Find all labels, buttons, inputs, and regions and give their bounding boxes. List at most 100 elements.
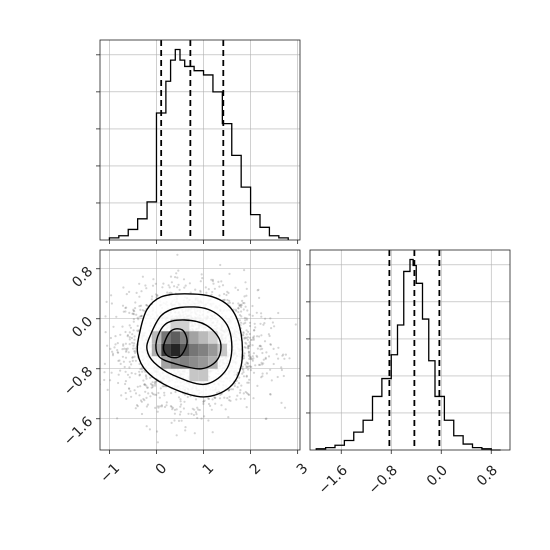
scatter-point bbox=[247, 347, 250, 350]
hist-2-xtick-label-0: −1.6 bbox=[316, 462, 351, 497]
scatter-point bbox=[251, 344, 254, 347]
scatter-point bbox=[226, 397, 229, 400]
scatter-point bbox=[236, 288, 240, 292]
scatter-point bbox=[246, 345, 250, 349]
scatter-point bbox=[132, 318, 135, 321]
density-cell-11 bbox=[208, 343, 218, 357]
scatter-point bbox=[250, 357, 253, 360]
scatter-point bbox=[132, 320, 135, 323]
scatter-point bbox=[175, 408, 178, 411]
scatter-point bbox=[210, 293, 213, 296]
scatter-point bbox=[124, 356, 128, 359]
scatter-point bbox=[245, 318, 249, 321]
scatter-point bbox=[109, 347, 112, 350]
scatter-point bbox=[245, 374, 248, 377]
joint-ytick-label-2: 0.0 bbox=[69, 314, 96, 341]
scatter-point bbox=[130, 363, 133, 366]
scatter-point bbox=[174, 390, 177, 394]
scatter-point bbox=[253, 329, 256, 332]
scatter-point bbox=[261, 351, 264, 355]
scatter-point bbox=[137, 330, 140, 333]
scatter-point bbox=[242, 371, 245, 374]
scatter-point bbox=[245, 406, 248, 409]
scatter-point bbox=[240, 304, 243, 307]
scatter-point bbox=[259, 363, 262, 366]
scatter-point bbox=[211, 398, 214, 401]
scatter-point bbox=[203, 245, 205, 247]
scatter-point bbox=[154, 282, 157, 285]
scatter-point bbox=[251, 358, 254, 361]
scatter-point bbox=[134, 307, 137, 310]
scatter-point bbox=[122, 310, 125, 313]
scatter-point bbox=[179, 398, 182, 401]
scatter-point bbox=[220, 280, 223, 283]
scatter-point bbox=[258, 345, 261, 348]
scatter-point bbox=[92, 335, 94, 337]
scatter-point bbox=[165, 401, 168, 404]
scatter-point bbox=[228, 299, 231, 302]
scatter-point bbox=[122, 286, 125, 289]
scatter-point bbox=[130, 336, 133, 340]
scatter-point bbox=[269, 343, 272, 346]
scatter-point bbox=[131, 341, 134, 344]
scatter-point bbox=[143, 383, 146, 386]
scatter-point bbox=[256, 347, 259, 350]
scatter-point bbox=[122, 343, 125, 346]
scatter-point bbox=[123, 347, 126, 350]
scatter-point bbox=[171, 406, 175, 409]
scatter-point bbox=[272, 347, 275, 350]
scatter-point bbox=[256, 289, 259, 292]
scatter-point bbox=[128, 343, 131, 346]
scatter-point bbox=[127, 387, 131, 390]
scatter-point bbox=[149, 376, 152, 379]
scatter-point bbox=[251, 355, 254, 358]
scatter-point bbox=[260, 361, 263, 364]
scatter-point bbox=[218, 285, 221, 288]
scatter-point bbox=[128, 387, 131, 390]
scatter-point bbox=[244, 341, 247, 344]
scatter-point bbox=[202, 400, 205, 403]
scatter-point bbox=[138, 394, 141, 397]
scatter-point bbox=[247, 351, 250, 354]
scatter-point bbox=[180, 419, 183, 422]
density-cell-16 bbox=[170, 356, 180, 369]
scatter-point bbox=[168, 286, 171, 289]
scatter-point bbox=[276, 375, 279, 379]
scatter-point bbox=[199, 289, 202, 292]
scatter-point bbox=[170, 421, 173, 424]
hist-2-frame bbox=[309, 249, 511, 451]
scatter-point bbox=[132, 329, 135, 332]
scatter-point bbox=[116, 342, 119, 345]
scatter-point bbox=[234, 286, 237, 289]
scatter-point bbox=[116, 349, 119, 352]
scatter-point bbox=[145, 375, 148, 378]
scatter-point bbox=[218, 294, 221, 297]
scatter-point bbox=[127, 351, 130, 354]
scatter-point bbox=[212, 282, 215, 285]
scatter-point bbox=[199, 280, 202, 283]
scatter-point bbox=[161, 385, 164, 388]
scatter-point bbox=[125, 347, 128, 351]
density-cell-7 bbox=[170, 343, 180, 357]
scatter-point bbox=[261, 372, 264, 375]
scatter-point bbox=[151, 381, 154, 384]
scatter-point bbox=[153, 393, 156, 396]
scatter-point bbox=[169, 405, 172, 408]
scatter-point bbox=[145, 377, 148, 380]
scatter-point bbox=[207, 397, 211, 400]
scatter-point bbox=[173, 412, 176, 415]
scatter-point bbox=[94, 321, 96, 323]
scatter-point bbox=[249, 338, 252, 342]
scatter-point bbox=[251, 338, 254, 341]
scatter-point bbox=[136, 405, 139, 408]
scatter-point bbox=[159, 387, 162, 390]
scatter-point bbox=[244, 363, 247, 366]
scatter-point bbox=[213, 396, 216, 400]
scatter-point bbox=[190, 412, 193, 415]
scatter-point bbox=[237, 307, 240, 310]
scatter-point bbox=[175, 272, 178, 275]
scatter-point bbox=[252, 357, 255, 360]
scatter-point bbox=[138, 295, 141, 298]
scatter-point bbox=[125, 397, 128, 400]
scatter-point bbox=[238, 376, 241, 379]
